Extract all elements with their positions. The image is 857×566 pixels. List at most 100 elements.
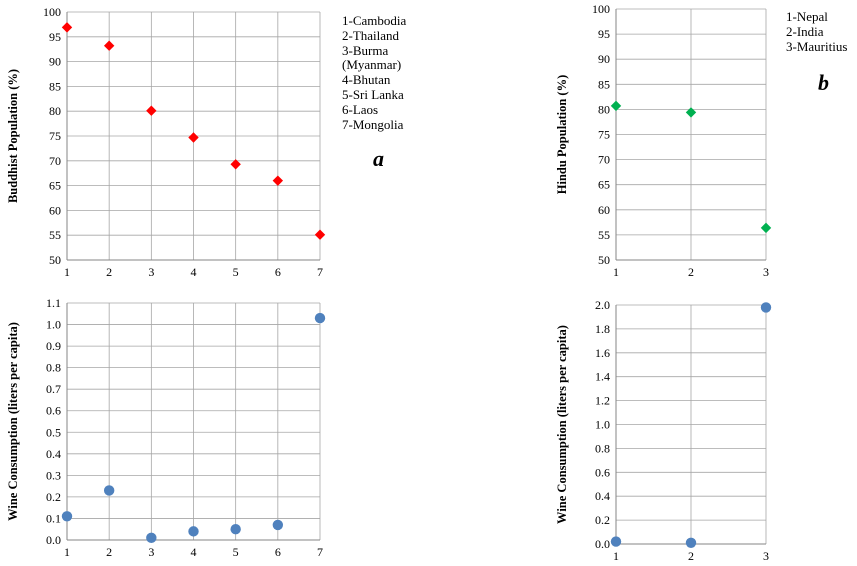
y-tick-label: 65 [49, 179, 61, 193]
data-point [610, 536, 622, 547]
y-tick-label: 100 [592, 2, 610, 16]
data-point [685, 107, 697, 118]
data-point [272, 519, 284, 531]
y-tick-label: 1.1 [46, 296, 61, 310]
y-tick-label: 0.2 [595, 513, 610, 527]
y-tick-label: 55 [49, 228, 61, 242]
y-tick-label: 80 [598, 102, 610, 116]
x-tick-label: 1 [64, 265, 70, 279]
legend-b-item-1: 1-Nepal [786, 9, 828, 24]
data-point [230, 524, 241, 535]
x-tick-label: 6 [275, 545, 281, 559]
y-tick-label: 0.3 [46, 468, 61, 482]
y-tick-label: 1.8 [595, 322, 610, 336]
panel-label-b: b [818, 70, 829, 95]
x-tick-label: 7 [317, 545, 323, 559]
y-tick-label: 0.5 [46, 425, 61, 439]
x-tick-label: 3 [148, 545, 154, 559]
y-tick-label: 0.4 [46, 447, 61, 461]
x-tick-label: 6 [275, 265, 281, 279]
y-tick-label: 2.0 [595, 298, 610, 312]
y-tick-label: 0.0 [595, 537, 610, 551]
y-tick-label: 0.4 [595, 489, 610, 503]
x-tick-label: 2 [688, 265, 694, 279]
data-point [760, 302, 772, 313]
legend-a-item-5: 5-Sri Lanka [342, 86, 404, 102]
y-tick-label: 75 [598, 128, 610, 142]
x-tick-label: 3 [763, 265, 769, 279]
legend-a-item-1: 1-Cambodia [342, 13, 407, 28]
legend-panel-a: 1-Cambodia 2-Thailand 3-Burma (Myanmar) … [342, 13, 407, 132]
y-axis-label: Wine Consumption (liters per capita) [6, 322, 20, 521]
y-tick-label: 55 [598, 228, 610, 242]
x-tick-label: 3 [763, 549, 769, 563]
x-tick-label: 3 [148, 265, 154, 279]
y-tick-label: 0.9 [46, 339, 61, 353]
y-tick-label: 1.2 [595, 394, 610, 408]
y-tick-label: 50 [598, 253, 610, 267]
y-tick-label: 95 [49, 30, 61, 44]
y-tick-label: 0.6 [46, 404, 61, 418]
legend-a-item-3-cont: (Myanmar) [342, 57, 402, 73]
legend-b-item-3: 3-Mauritius [786, 38, 848, 54]
data-point [272, 175, 284, 186]
y-tick-label: 0.0 [46, 533, 61, 547]
y-tick-label: 80 [49, 104, 61, 118]
y-tick-label: 1.4 [595, 370, 610, 384]
y-tick-label: 100 [43, 5, 61, 19]
data-point [61, 511, 73, 522]
y-tick-label: 70 [598, 153, 610, 167]
data-point [103, 485, 115, 496]
y-tick-label: 60 [598, 203, 610, 217]
y-tick-label: 70 [49, 154, 61, 168]
y-tick-label: 65 [598, 178, 610, 192]
y-tick-label: 0.7 [46, 382, 61, 396]
x-tick-label: 4 [191, 545, 197, 559]
x-tick-label: 5 [233, 265, 239, 279]
x-tick-label: 4 [191, 265, 197, 279]
y-tick-label: 1.6 [595, 346, 610, 360]
data-point [760, 222, 772, 234]
x-tick-label: 2 [106, 265, 112, 279]
data-point [146, 532, 157, 544]
legend-b-item-2: 2-India [786, 23, 824, 39]
data-point [188, 132, 199, 143]
y-tick-label: 90 [598, 52, 610, 66]
x-tick-label: 1 [64, 545, 70, 559]
chart-b-bottom: 0.0 0.2 0.4 0.6 0.8 1.0 1.2 1.4 1.6 1.8 2.0 1 2 3 Wine… [555, 298, 772, 563]
x-tick-label: 5 [233, 545, 239, 559]
legend-a-item-3: 3-Burma [342, 42, 389, 58]
y-tick-label: 0.8 [46, 361, 61, 375]
data-point [103, 40, 115, 51]
y-tick-label: 85 [598, 77, 610, 91]
x-tick-label: 1 [613, 265, 619, 279]
chart-b-top: 50 55 60 65 70 75 80 85 90 95 100 1 2 3 Hindu Populati… [555, 2, 772, 279]
data-point [188, 526, 199, 537]
data-point [61, 22, 73, 33]
data-point [685, 537, 697, 549]
y-tick-label: 90 [49, 55, 61, 69]
legend-panel-b: 1-Nepal 2-India 3-Mauritius [786, 9, 848, 54]
legend-a-item-2: 2-Thailand [342, 27, 400, 43]
y-tick-label: 0.2 [46, 490, 61, 504]
y-tick-label: 1.0 [46, 318, 61, 332]
y-tick-label: 85 [49, 79, 61, 93]
x-tick-label: 7 [317, 265, 323, 279]
legend-a-item-7: 7-Mongolia [342, 116, 404, 132]
y-tick-label: 0.8 [595, 441, 610, 455]
y-tick-label: 95 [598, 27, 610, 41]
chart-a-bottom: 0.0 0.1 0.2 0.3 0.4 0.5 0.6 0.7 0.8 0.9 1.0 1.1 1 2 3 4… [6, 296, 326, 559]
x-tick-label: 2 [106, 545, 112, 559]
chart-a-top: 50 55 60 65 70 75 80 85 90 95 100 1 2 3 4 5 6 7 Buddhist P… [6, 5, 326, 279]
y-axis-label: Wine Consumption (liters per capita) [555, 325, 569, 524]
panel-label-a: a [373, 146, 384, 171]
y-tick-label: 0.1 [46, 511, 61, 525]
data-point [146, 105, 157, 116]
data-point [314, 229, 326, 240]
x-tick-label: 1 [613, 549, 619, 563]
y-tick-label: 60 [49, 203, 61, 217]
legend-a-item-4: 4-Bhutan [342, 72, 391, 88]
x-tick-label: 2 [688, 549, 694, 563]
y-axis-label: Hindu Population (%) [555, 75, 569, 194]
